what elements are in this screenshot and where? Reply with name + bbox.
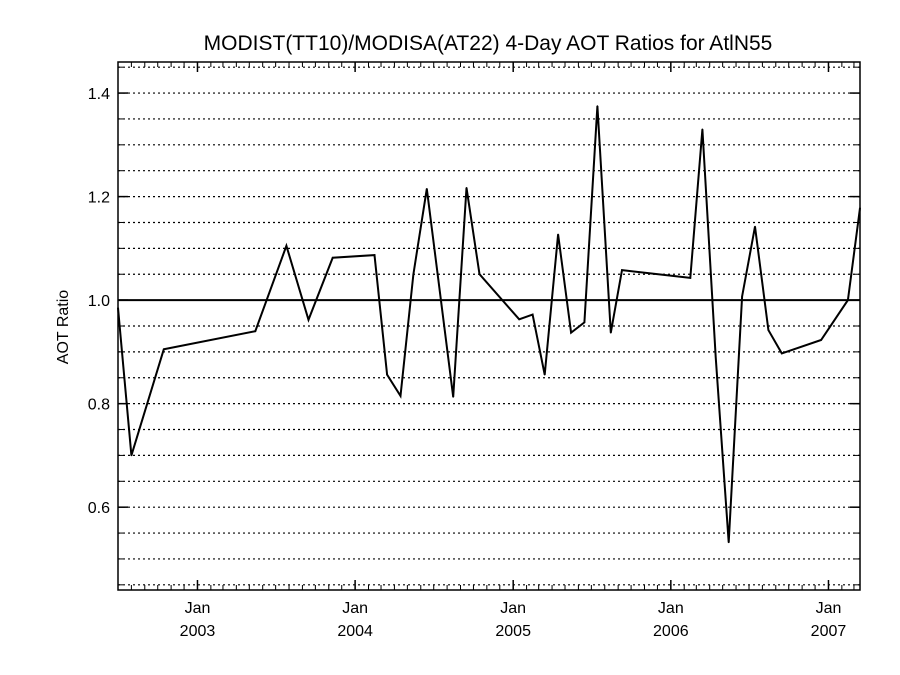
y-axis-label: AOT Ratio [55, 290, 72, 365]
y-tick-label: 1.2 [88, 190, 110, 207]
data-point [701, 128, 704, 131]
data-point [727, 541, 730, 544]
data-point [714, 356, 717, 358]
data-point [767, 329, 770, 331]
x-tick-label-month: Jan [500, 600, 526, 617]
data-point [307, 318, 310, 321]
series-line [117, 105, 861, 543]
x-tick-label-year: 2005 [495, 623, 531, 640]
y-tick-label: 1.0 [88, 293, 110, 310]
data-point [781, 352, 783, 355]
y-tick-label: 0.8 [88, 397, 110, 414]
data-point [478, 273, 481, 276]
data-point [543, 373, 546, 376]
data-point [741, 295, 743, 298]
data-point [162, 348, 165, 351]
data-point [596, 105, 599, 107]
chart-title: MODIST(TT10)/MODISA(AT22) 4-Day AOT Rati… [204, 32, 773, 55]
data-point [399, 395, 402, 397]
data-point [452, 396, 454, 398]
data-point [130, 454, 133, 457]
data-point [621, 269, 623, 271]
data-point [465, 186, 468, 189]
y-tick-label: 0.6 [88, 500, 110, 517]
x-tick-label-year: 2006 [653, 623, 689, 640]
y-tick-label: 1.4 [88, 86, 110, 103]
data-point [583, 321, 586, 324]
x-tick-label-year: 2004 [337, 623, 373, 640]
data-point [386, 373, 388, 376]
data-point [754, 225, 756, 228]
data-point [518, 318, 521, 321]
grid-lines [118, 66, 860, 586]
data-point [531, 313, 534, 316]
data-point [285, 244, 288, 247]
series-group [117, 105, 861, 544]
x-tick-label-year: 2003 [180, 623, 216, 640]
axes [117, 61, 861, 591]
data-point [609, 331, 612, 334]
data-point [689, 277, 692, 279]
x-tick-label-month: Jan [658, 600, 684, 617]
x-tick-label-month: Jan [185, 600, 211, 617]
data-point [570, 331, 572, 334]
data-point [557, 233, 559, 236]
x-tick-label-year: 2007 [811, 623, 847, 640]
x-tick-label-month: Jan [342, 600, 368, 617]
data-point [373, 254, 376, 256]
data-point [412, 273, 415, 276]
x-tick-label-month: Jan [816, 600, 842, 617]
data-point [820, 339, 822, 341]
data-point [426, 188, 428, 190]
data-point [254, 330, 257, 332]
data-point [847, 299, 849, 301]
tick-labels: 0.6 0.8 1.0 1.2 1.4 Jan 2003 Jan 2004 Jan 2005 Jan 2… [88, 86, 847, 640]
data-point [331, 256, 334, 259]
